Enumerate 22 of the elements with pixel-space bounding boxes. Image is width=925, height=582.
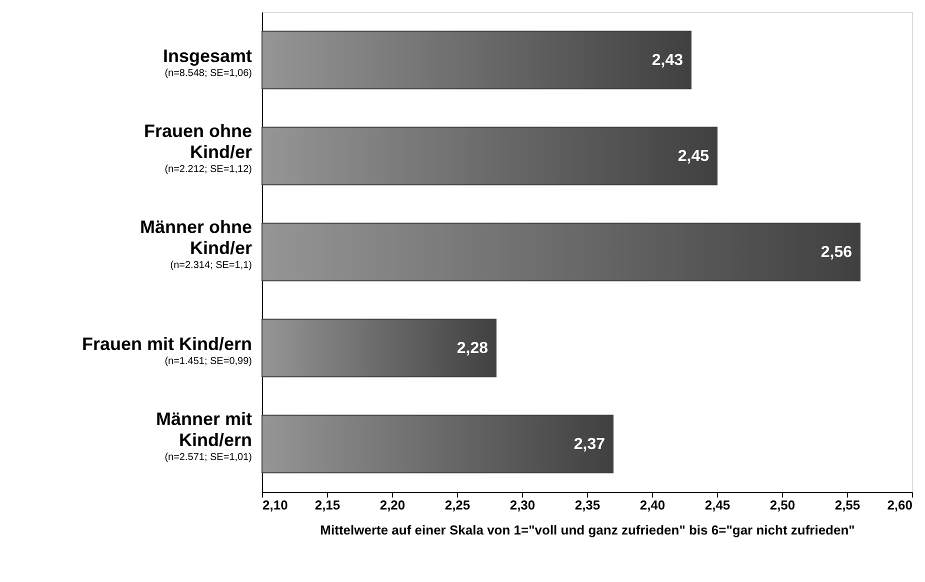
x-tick-label: 2,40 xyxy=(640,498,666,512)
category-label: Frauen mit Kind/ern (n=1.451; SE=0,99) xyxy=(82,334,252,367)
category-label: Insgesamt (n=8.548; SE=1,06) xyxy=(162,46,252,79)
x-tick-label: 2,35 xyxy=(574,498,600,512)
data-label: 2,56 xyxy=(820,244,852,261)
x-axis-title: Mittelwerte auf einer Skala von 1="voll und ganz zufrieden" bis 6="gar nicht zufrieden" xyxy=(320,522,855,538)
x-tick-label: 2,25 xyxy=(444,498,470,512)
data-label: 2,43 xyxy=(652,52,684,69)
x-tick-label: 2,50 xyxy=(770,498,796,512)
x-tick-label: 2,60 xyxy=(887,498,912,512)
category-label: Männer ohne Kind/er (n=2.314; SE=1,1) xyxy=(140,217,252,271)
data-label: 2,37 xyxy=(574,436,606,453)
x-tick-label: 2,10 xyxy=(262,498,288,512)
x-tick-label: 2,20 xyxy=(380,498,406,512)
x-tick-label: 2,15 xyxy=(314,498,340,512)
x-tick-label: 2,55 xyxy=(834,498,860,512)
x-tick-label: 2,30 xyxy=(510,498,536,512)
x-tick-label: 2,45 xyxy=(704,498,730,512)
data-label: 2,45 xyxy=(678,148,710,165)
category-label: Frauen ohne Kind/er (n=2.212; SE=1,12) xyxy=(144,121,252,175)
data-label: 2,28 xyxy=(456,340,488,357)
category-label: Männer mit Kind/ern (n=2.571; SE=1,01) xyxy=(156,409,252,463)
